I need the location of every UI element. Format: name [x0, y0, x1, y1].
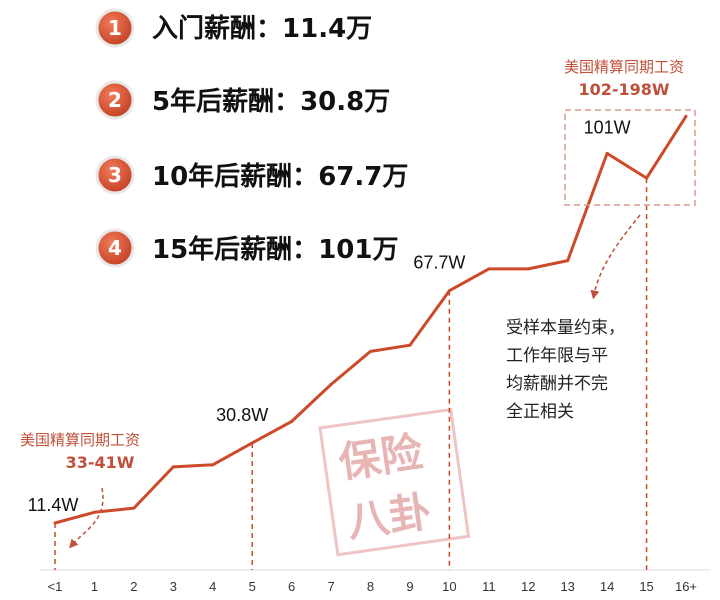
watermark-stamp: 保险 八卦: [318, 407, 471, 557]
x-tick-label: 2: [130, 579, 137, 594]
stat-label-text: 入门薪酬：: [152, 14, 282, 44]
data-label: 11.4W: [28, 495, 79, 515]
x-tick-label: 9: [406, 579, 413, 594]
stat-label: 入门薪酬：11.4万: [152, 14, 372, 44]
x-tick-labels: <1 1 2 3 4 5 6 7 8 9 10 11 12 13 14 15 16+: [48, 579, 697, 594]
data-point: [369, 349, 372, 353]
badge-number: 1: [108, 16, 122, 40]
guide-lines: [54, 178, 648, 570]
data-point: [290, 420, 294, 423]
benchmark-low-range: 33-41W: [66, 453, 135, 472]
x-tick-label: 13: [560, 579, 574, 594]
benchmark-high-title: 美国精算同期工资: [564, 58, 684, 76]
stat-value: 30.8万: [300, 87, 390, 117]
series-layer: [53, 114, 688, 525]
data-labels: 11.4W 30.8W 67.7W 101W: [28, 117, 631, 515]
stat-item-1: 1 入门薪酬：11.4万: [95, 8, 372, 48]
x-tick-label: 15: [639, 579, 653, 594]
badge-number: 4: [108, 236, 122, 260]
stat-label-text: 15年后薪酬：: [152, 234, 318, 265]
stat-item-3: 3 10年后薪酬：67.7万: [95, 155, 408, 195]
data-point: [645, 176, 649, 180]
x-tick-label: 14: [600, 579, 614, 594]
x-tick-label: <1: [48, 579, 63, 594]
x-tick-label: 6: [288, 579, 295, 594]
watermark-line-1: 保险: [336, 427, 427, 487]
x-tick-label: 1: [91, 579, 98, 594]
x-tick-label: 4: [209, 579, 216, 594]
data-point: [408, 343, 412, 347]
note-line: 工作年限与平: [506, 346, 608, 366]
x-tick-label: 12: [521, 579, 535, 594]
badge-circle: [95, 8, 135, 48]
note-block: 受样本量约束， 工作年限与平 均薪酬并不完 全正相关: [506, 318, 625, 422]
data-point: [605, 151, 609, 155]
badge-number: 3: [108, 163, 122, 187]
stat-value: 101万: [318, 235, 398, 265]
data-point: [211, 463, 215, 467]
benchmark-high-range: 102-198W: [578, 80, 669, 99]
stat-item-2: 2 5年后薪酬：30.8万: [95, 80, 390, 120]
x-tick-label: 3: [170, 579, 177, 594]
x-tick-label: 8: [367, 579, 374, 594]
x-tick-label: 7: [327, 579, 334, 594]
data-point: [92, 510, 96, 514]
data-point: [250, 441, 254, 445]
stat-label: 5年后薪酬：30.8万: [152, 86, 390, 117]
badge-circle: [95, 155, 135, 195]
benchmark-high-arrow: [590, 214, 641, 300]
x-tick-label: 11: [482, 579, 496, 594]
stat-label: 10年后薪酬：67.7万: [152, 161, 408, 192]
data-point: [684, 114, 688, 118]
benchmark-low: 美国精算同期工资 33-41W: [20, 431, 140, 549]
benchmark-low-arrow: [69, 487, 104, 549]
data-label: 101W: [584, 117, 631, 137]
data-point: [487, 267, 491, 271]
x-tick-label: 16+: [675, 579, 697, 594]
data-point: [53, 521, 57, 525]
stat-list: 1 入门薪酬：11.4万 2 5年后薪酬：30.8万 3 10年后薪酬：67.7…: [95, 8, 408, 268]
watermark-line-2: 八卦: [344, 487, 434, 547]
x-tick-label: 5: [249, 579, 256, 594]
note-line: 均薪酬并不完: [506, 374, 608, 394]
badge-number: 2: [108, 88, 122, 112]
data-label: 30.8W: [216, 405, 268, 425]
benchmark-low-title: 美国精算同期工资: [20, 431, 140, 449]
badge-circle: [95, 80, 135, 120]
data-point: [566, 259, 570, 263]
note-line: 受样本量约束，: [506, 318, 625, 338]
benchmark-high-box: [564, 109, 696, 206]
badge-circle: [95, 228, 135, 268]
stat-label-text: 5年后薪酬：: [152, 86, 300, 117]
data-point: [447, 289, 451, 293]
stat-label-text: 10年后薪酬：: [152, 161, 318, 192]
stat-value: 67.7万: [318, 162, 408, 192]
stat-item-4: 4 15年后薪酬：101万: [95, 228, 398, 268]
stat-label: 15年后薪酬：101万: [152, 234, 398, 265]
x-tick-label: 10: [442, 579, 456, 594]
data-point: [329, 382, 333, 386]
stat-value: 11.4万: [282, 14, 372, 44]
data-label: 67.7W: [413, 253, 465, 273]
benchmark-high: 美国精算同期工资 102-198W: [564, 58, 696, 300]
data-point: [171, 465, 175, 469]
note-line: 全正相关: [506, 402, 574, 422]
data-point: [526, 267, 530, 271]
data-point: [132, 506, 136, 510]
